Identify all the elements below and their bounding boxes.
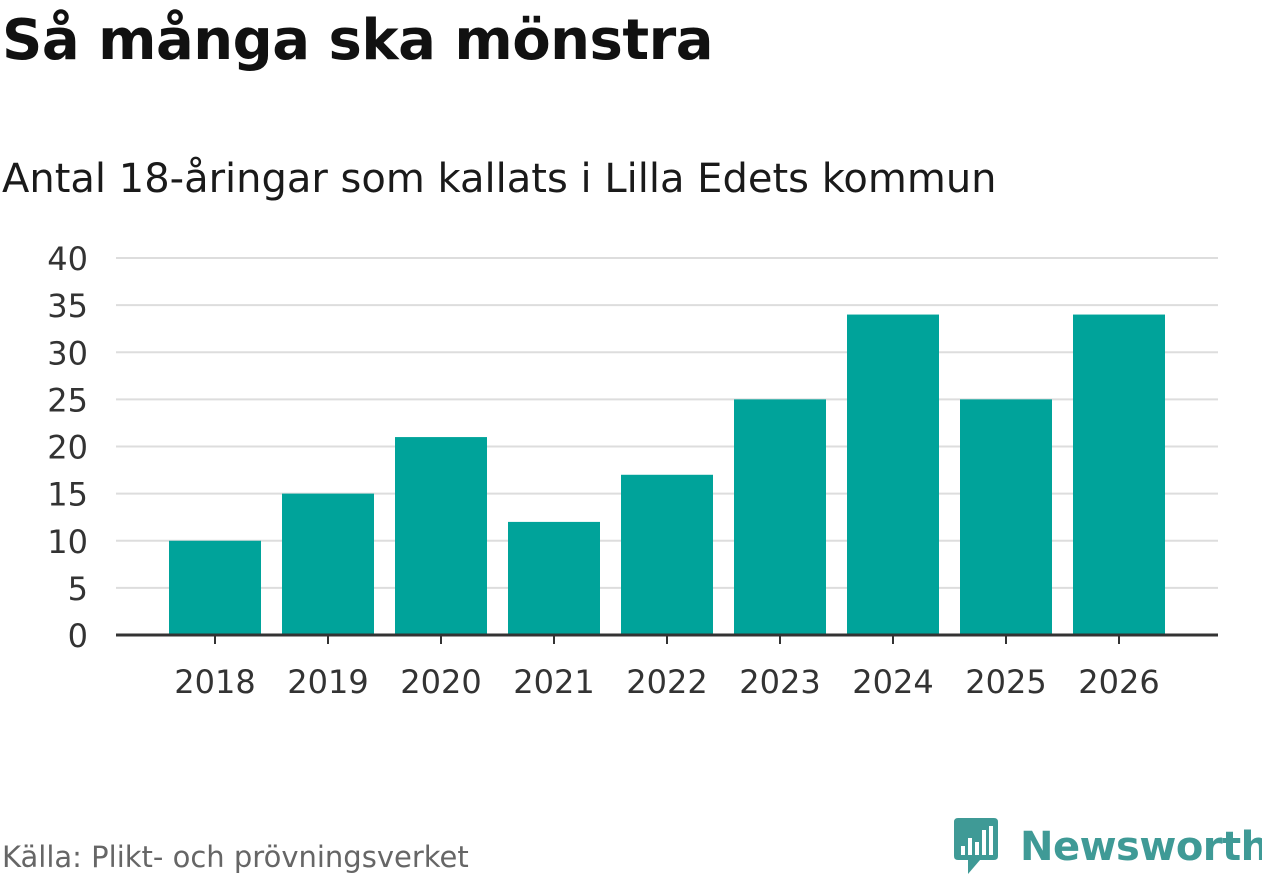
- x-tick-label: 2021: [513, 663, 594, 701]
- x-tick-label: 2026: [1078, 663, 1159, 701]
- source-note: Källa: Plikt- och prövningsverket: [2, 840, 469, 874]
- bar-2025[interactable]: [960, 399, 1052, 635]
- bar-layer: [169, 314, 1165, 635]
- y-tick-label: 35: [47, 287, 88, 325]
- bar-2021[interactable]: [508, 521, 600, 635]
- bar-2023[interactable]: [734, 399, 826, 635]
- newsworthy-logo-text: Newsworthy: [1020, 824, 1262, 870]
- y-tick-label: 0: [68, 617, 88, 655]
- x-tick-label: 2024: [852, 663, 933, 701]
- chart-title: Så många ska mönstra: [2, 8, 714, 73]
- x-tick-label: 2023: [739, 663, 820, 701]
- bar-2019[interactable]: [282, 493, 374, 635]
- x-tick-label: 2020: [400, 663, 481, 701]
- bar-2018[interactable]: [169, 540, 261, 635]
- newsworthy-bar-chart-icon: [954, 818, 998, 874]
- y-tick-label: 40: [47, 240, 88, 278]
- y-tick-label: 5: [68, 570, 88, 608]
- x-tick-label: 2022: [626, 663, 707, 701]
- axis-layer: [116, 633, 1218, 644]
- y-tick-label: 15: [47, 476, 88, 514]
- bar-2020[interactable]: [395, 437, 487, 635]
- x-tick-label: 2018: [174, 663, 255, 701]
- y-tick-label: 30: [47, 334, 88, 372]
- newsworthy-logo[interactable]: Newsworthy: [950, 816, 1262, 878]
- y-tick-label: 10: [47, 523, 88, 561]
- y-tick-label: 25: [47, 381, 88, 419]
- bar-2024[interactable]: [847, 314, 939, 635]
- x-tick-label: 2019: [287, 663, 368, 701]
- x-tick-label: 2025: [965, 663, 1046, 701]
- chart-subtitle: Antal 18-åringar som kallats i Lilla Ede…: [2, 156, 997, 202]
- bar-2026[interactable]: [1073, 314, 1165, 635]
- bar-2022[interactable]: [621, 474, 713, 635]
- y-tick-label: 20: [47, 429, 88, 467]
